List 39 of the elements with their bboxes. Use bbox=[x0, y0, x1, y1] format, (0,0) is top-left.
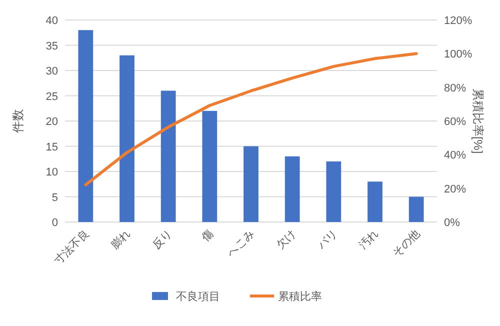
x-tick-label: その他 bbox=[390, 228, 422, 260]
bar bbox=[202, 110, 218, 222]
bar bbox=[368, 182, 382, 222]
x-tick-label: へこみ bbox=[225, 228, 258, 260]
y2-axis-title: 累積比率[%] bbox=[471, 88, 485, 154]
y-tick-label: 20 bbox=[46, 116, 58, 128]
bar bbox=[160, 90, 176, 222]
x-tick-label: 欠け bbox=[274, 228, 298, 252]
bar bbox=[284, 156, 300, 222]
x-tick-label: 反り bbox=[150, 226, 174, 252]
y-tick-label: 0 bbox=[52, 217, 58, 229]
y-axis-title: 件数 bbox=[11, 109, 25, 133]
x-tick-label: 傷 bbox=[200, 228, 216, 244]
bar bbox=[326, 161, 342, 222]
bar bbox=[244, 146, 258, 222]
y-tick-label: 25 bbox=[46, 90, 58, 103]
x-tick-label: バリ bbox=[315, 228, 340, 252]
legend-label: 累積比率 bbox=[278, 290, 322, 303]
bar bbox=[78, 30, 94, 222]
bar bbox=[408, 196, 424, 222]
x-tick-label: 膨れ bbox=[108, 226, 134, 252]
y-tick-label: 5 bbox=[52, 192, 58, 204]
y-tick-label: 10 bbox=[46, 166, 58, 178]
y2-tick-label: 0% bbox=[444, 217, 460, 229]
y-tick-label: 35 bbox=[46, 40, 58, 52]
y-tick-label: 15 bbox=[46, 141, 58, 154]
y2-tick-label: 120% bbox=[444, 15, 472, 27]
y-tick-label: 40 bbox=[46, 15, 58, 27]
y2-tick-label: 40% bbox=[444, 150, 466, 162]
x-tick-label: 寸法不良 bbox=[51, 226, 92, 268]
line-series bbox=[84, 52, 418, 186]
x-tick-label: 汚れ bbox=[357, 228, 382, 252]
y2-tick-label: 80% bbox=[444, 82, 466, 94]
y2-tick-label: 20% bbox=[444, 183, 466, 196]
legend-label: 不良項目 bbox=[176, 290, 220, 303]
y-tick-label: 30 bbox=[46, 66, 58, 78]
bar bbox=[120, 55, 134, 222]
y2-tick-label: 60% bbox=[444, 116, 466, 128]
y2-tick-label: 100% bbox=[444, 48, 472, 61]
